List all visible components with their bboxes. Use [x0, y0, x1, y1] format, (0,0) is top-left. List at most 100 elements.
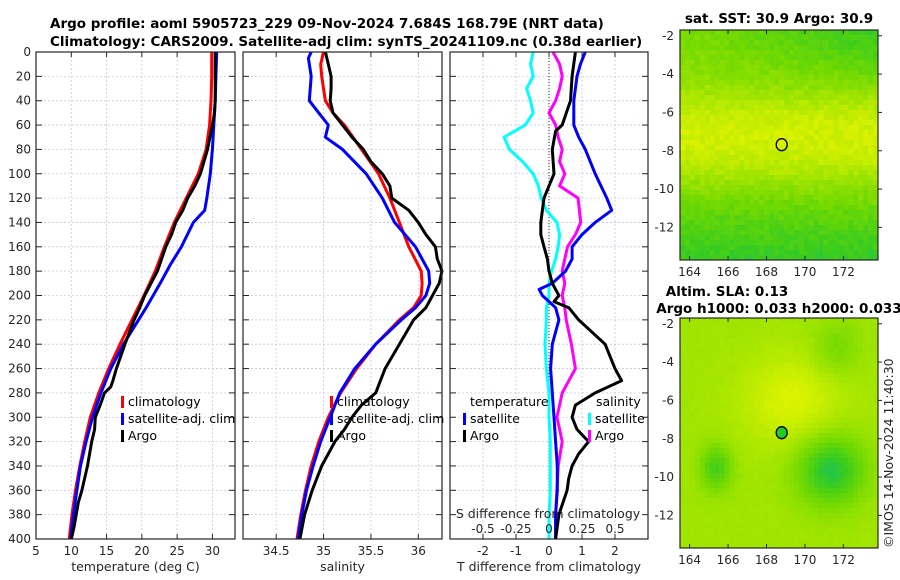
s-tick-label: -0.5 — [471, 522, 494, 536]
axes-frame — [679, 29, 879, 261]
temperature-panel: 5 10 15 20 25 3002040608010012014016018020022… — [8, 45, 236, 574]
lat-tick-label: -2 — [662, 29, 674, 43]
y-tick-label: 40 — [16, 94, 31, 108]
lon-tick-label: 172 — [832, 265, 855, 279]
x-axis-label: T difference from climatology — [456, 559, 642, 574]
lat-tick-label: -6 — [662, 393, 674, 407]
sla-map-panel: 164 166 168 170 172 -2 -4 -6 -8 -10 -12 Altim. SLA:… — [654, 284, 900, 567]
s-tick-label: 0.5 — [605, 522, 624, 536]
x-tick-label: 10 — [64, 544, 79, 558]
x-tick-label: 20 — [134, 544, 149, 558]
lat-tick-label: -10 — [654, 470, 674, 484]
y-tick-label: 100 — [8, 167, 31, 181]
x-tick-label: 36 — [411, 544, 426, 558]
axes-frame — [35, 51, 236, 540]
legend-entry: Argo — [595, 428, 624, 443]
y-tick-label: 20 — [16, 69, 31, 83]
legend-swatch — [588, 430, 591, 442]
y-tick-label: 300 — [8, 410, 31, 424]
series-satellite-adj-clim — [296, 51, 432, 540]
lon-tick-label: 168 — [755, 553, 778, 567]
y-tick-label: 280 — [8, 386, 31, 400]
lat-tick-label: -4 — [662, 67, 674, 81]
x-tick-label: 15 — [99, 544, 114, 558]
y-tick-label: 200 — [8, 289, 31, 303]
series-climatology — [295, 51, 424, 540]
y-tick-label: 360 — [8, 483, 31, 497]
difference-panel: -2 -1 0 1 2T difference from climatology S di… — [449, 51, 649, 574]
y-tick-label: 160 — [8, 240, 31, 254]
argo-location-marker — [775, 426, 788, 440]
y-tick-label: 120 — [8, 191, 31, 205]
series-argo — [69, 52, 217, 540]
x-tick-label: 30 — [205, 544, 220, 558]
lon-tick-label: 166 — [717, 265, 740, 279]
s-tick-label: 0 — [545, 522, 553, 536]
legend-entry: Argo — [128, 428, 157, 443]
argo-location-marker — [775, 138, 788, 152]
legend-entry: satellite-adj. clim — [128, 411, 235, 426]
legend-swatch — [588, 413, 591, 425]
x-axis-label: salinity — [320, 559, 365, 574]
lat-tick-label: -12 — [654, 220, 674, 234]
legend-swatch — [121, 396, 124, 408]
legend-swatch — [121, 430, 124, 442]
y-tick-label: 400 — [8, 532, 31, 546]
sla-map-title: Altim. SLA: 0.13 — [666, 284, 788, 300]
legend-swatch — [330, 413, 333, 425]
lon-tick-label: 170 — [793, 553, 816, 567]
sst-map-panel: 164 166 168 170 172 -2 -4 -6 -8 -10 -12 sat. SST: 3… — [654, 11, 882, 279]
legend-swatch — [330, 430, 333, 442]
lon-tick-label: 164 — [678, 265, 701, 279]
legend-entry: climatology — [128, 394, 201, 409]
legend-entry: climatology — [337, 394, 410, 409]
y-tick-label: 380 — [8, 508, 31, 522]
lon-tick-label: 168 — [755, 265, 778, 279]
axes-frame — [449, 51, 649, 540]
legend-title-salinity: salinity — [596, 394, 641, 409]
series-satellite-adj-clim — [69, 51, 219, 540]
lat-tick-label: -8 — [662, 144, 674, 158]
y-tick-label: 260 — [8, 362, 31, 376]
x-tick-label: 0 — [545, 544, 553, 558]
x-tick-label: 34.5 — [263, 544, 290, 558]
legend-entry: satellite-adj. clim — [337, 411, 444, 426]
legend-entry: Argo — [337, 428, 366, 443]
axes-frame — [679, 317, 879, 549]
y-tick-label: 0 — [23, 45, 31, 59]
series-salinity-satellite — [502, 51, 562, 539]
lat-tick-label: -12 — [654, 508, 674, 522]
series-temperature-satellite — [537, 51, 614, 539]
map-heatmap — [680, 30, 879, 261]
sst-map-title: sat. SST: 30.9 Argo: 30.9 — [685, 11, 873, 27]
series-argo — [298, 51, 444, 540]
x-tick-label: 1 — [578, 544, 586, 558]
lon-tick-label: 170 — [793, 265, 816, 279]
legend-swatch — [463, 413, 466, 425]
legend-entry: satellite — [470, 411, 520, 426]
legend-entry: satellite — [595, 411, 645, 426]
legend-entry: Argo — [470, 428, 499, 443]
lat-tick-label: -8 — [662, 432, 674, 446]
s-tick-label: 0.25 — [569, 522, 596, 536]
legend-swatch — [463, 430, 466, 442]
x-tick-label: 5 — [32, 544, 40, 558]
x-axis-label: temperature (deg C) — [71, 559, 200, 574]
y-tick-label: 240 — [8, 337, 31, 351]
lat-tick-label: -6 — [662, 105, 674, 119]
y-tick-label: 80 — [16, 142, 31, 156]
y-tick-label: 220 — [8, 313, 31, 327]
y-tick-label: 60 — [16, 118, 31, 132]
lon-tick-label: 164 — [678, 553, 701, 567]
lon-tick-label: 166 — [717, 553, 740, 567]
x-tick-label: -2 — [477, 544, 489, 558]
credit-label: ©IMOS 14-Nov-2024 11:40:30 — [881, 358, 896, 548]
legend-swatch — [121, 413, 124, 425]
x-tick-label: 2 — [611, 544, 619, 558]
title-line-2: Climatology: CARS2009. Satellite-adj cli… — [50, 34, 642, 50]
title-line-1: Argo profile: aoml 5905723_229 09-Nov-20… — [50, 16, 604, 32]
x-tick-label: -1 — [510, 544, 522, 558]
series-salinity-argo — [547, 51, 583, 539]
s-tick-label: -0.25 — [500, 522, 531, 536]
